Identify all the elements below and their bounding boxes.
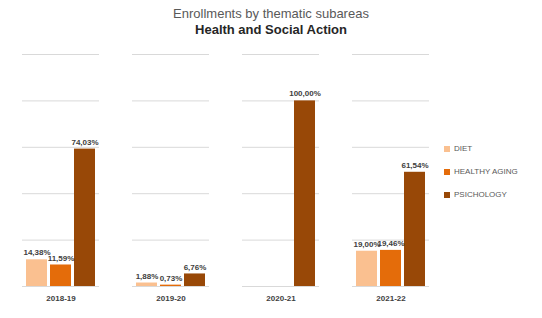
html-text:HEALTHY AGING: HEALTHY AGING [454,167,518,176]
svg-text:19,46%: 19,46% [377,239,404,248]
svg-text:2018-19: 2018-19 [46,294,76,303]
svg-text:11,59%: 11,59% [48,254,75,263]
svg-text:6,76%: 6,76% [184,263,207,272]
html-text:Health and Social Action: Health and Social Action [195,22,347,37]
svg-text:14,38%: 14,38% [23,248,50,257]
svg-text:2019-20: 2019-20 [156,294,186,303]
svg-text:19,00%: 19,00% [353,239,381,249]
svg-text:2021-22: 2021-22 [376,294,406,303]
html-text:Enrollments by thematic subare: Enrollments by thematic subareas [173,6,369,21]
html-text:DIET: DIET [454,144,473,153]
svg-text:0,73%: 0,73% [160,274,183,283]
svg-text:100,00%: 100,00% [289,89,321,98]
svg-text:61,54%: 61,54% [401,161,428,170]
svg-text:2020-21: 2020-21 [266,294,296,303]
html-text:PSICHOLOGY: PSICHOLOGY [454,190,507,199]
svg-text:74,03%: 74,03% [71,138,98,147]
svg-text:1,88%: 1,88% [136,272,159,281]
